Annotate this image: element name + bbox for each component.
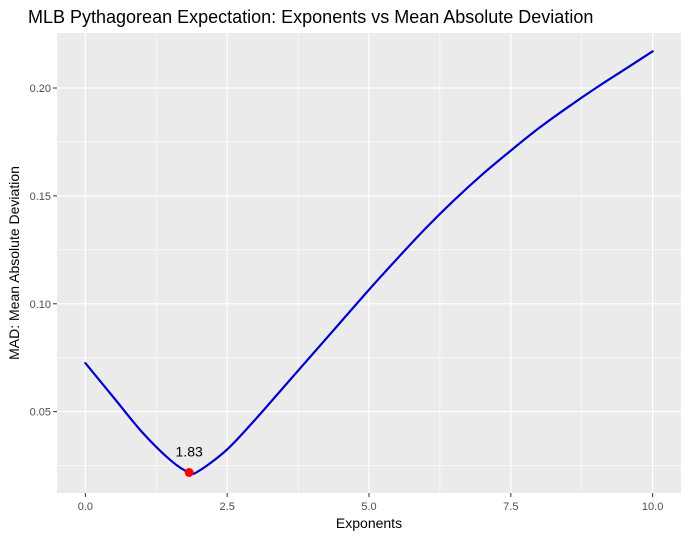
y-tick-label: 0.10 [30, 299, 51, 311]
major-gridlines [57, 33, 681, 493]
x-tick-label: 5.0 [361, 501, 376, 513]
y-axis-ticks: 0.05 0.10 0.15 0.20 [30, 83, 57, 419]
y-axis-title: MAD: Mean Absolute Deviation [6, 166, 22, 360]
chart-title: MLB Pythagorean Expectation: Exponents v… [28, 7, 593, 27]
x-axis-ticks: 0.0 2.5 5.0 7.5 10.0 [78, 493, 663, 513]
highlight-layer: 1.83 [176, 444, 203, 478]
y-tick-label: 0.05 [30, 407, 51, 419]
x-tick-label: 7.5 [503, 501, 518, 513]
x-tick-label: 0.0 [78, 501, 93, 513]
minimum-point-label: 1.83 [176, 444, 203, 460]
x-axis-title: Exponents [336, 515, 402, 531]
y-tick-label: 0.15 [30, 191, 51, 203]
series-line-0 [84, 50, 654, 475]
y-tick-label: 0.20 [30, 83, 51, 95]
series-layer [84, 50, 654, 475]
x-tick-label: 10.0 [642, 501, 663, 513]
minimum-point [184, 468, 194, 478]
x-tick-label: 2.5 [220, 501, 235, 513]
